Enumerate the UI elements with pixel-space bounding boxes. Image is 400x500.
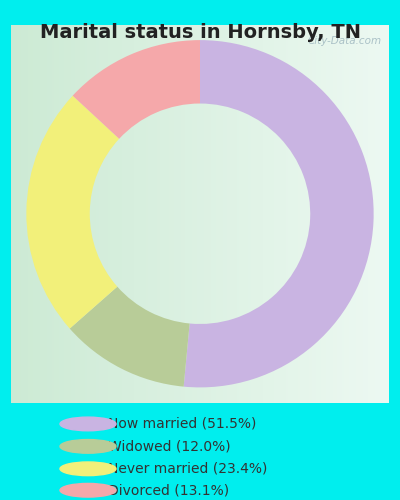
Text: Marital status in Hornsby, TN: Marital status in Hornsby, TN bbox=[40, 22, 360, 42]
Text: Widowed (12.0%): Widowed (12.0%) bbox=[108, 440, 231, 454]
Wedge shape bbox=[73, 40, 200, 139]
Circle shape bbox=[60, 484, 116, 497]
Text: Never married (23.4%): Never married (23.4%) bbox=[108, 462, 267, 476]
Wedge shape bbox=[26, 96, 119, 328]
Circle shape bbox=[60, 417, 116, 431]
Circle shape bbox=[60, 462, 116, 475]
Wedge shape bbox=[184, 40, 374, 388]
Text: Now married (51.5%): Now married (51.5%) bbox=[108, 417, 256, 431]
Circle shape bbox=[60, 440, 116, 453]
Text: Divorced (13.1%): Divorced (13.1%) bbox=[108, 483, 229, 497]
Text: City-Data.com: City-Data.com bbox=[307, 36, 381, 46]
Wedge shape bbox=[70, 286, 190, 386]
